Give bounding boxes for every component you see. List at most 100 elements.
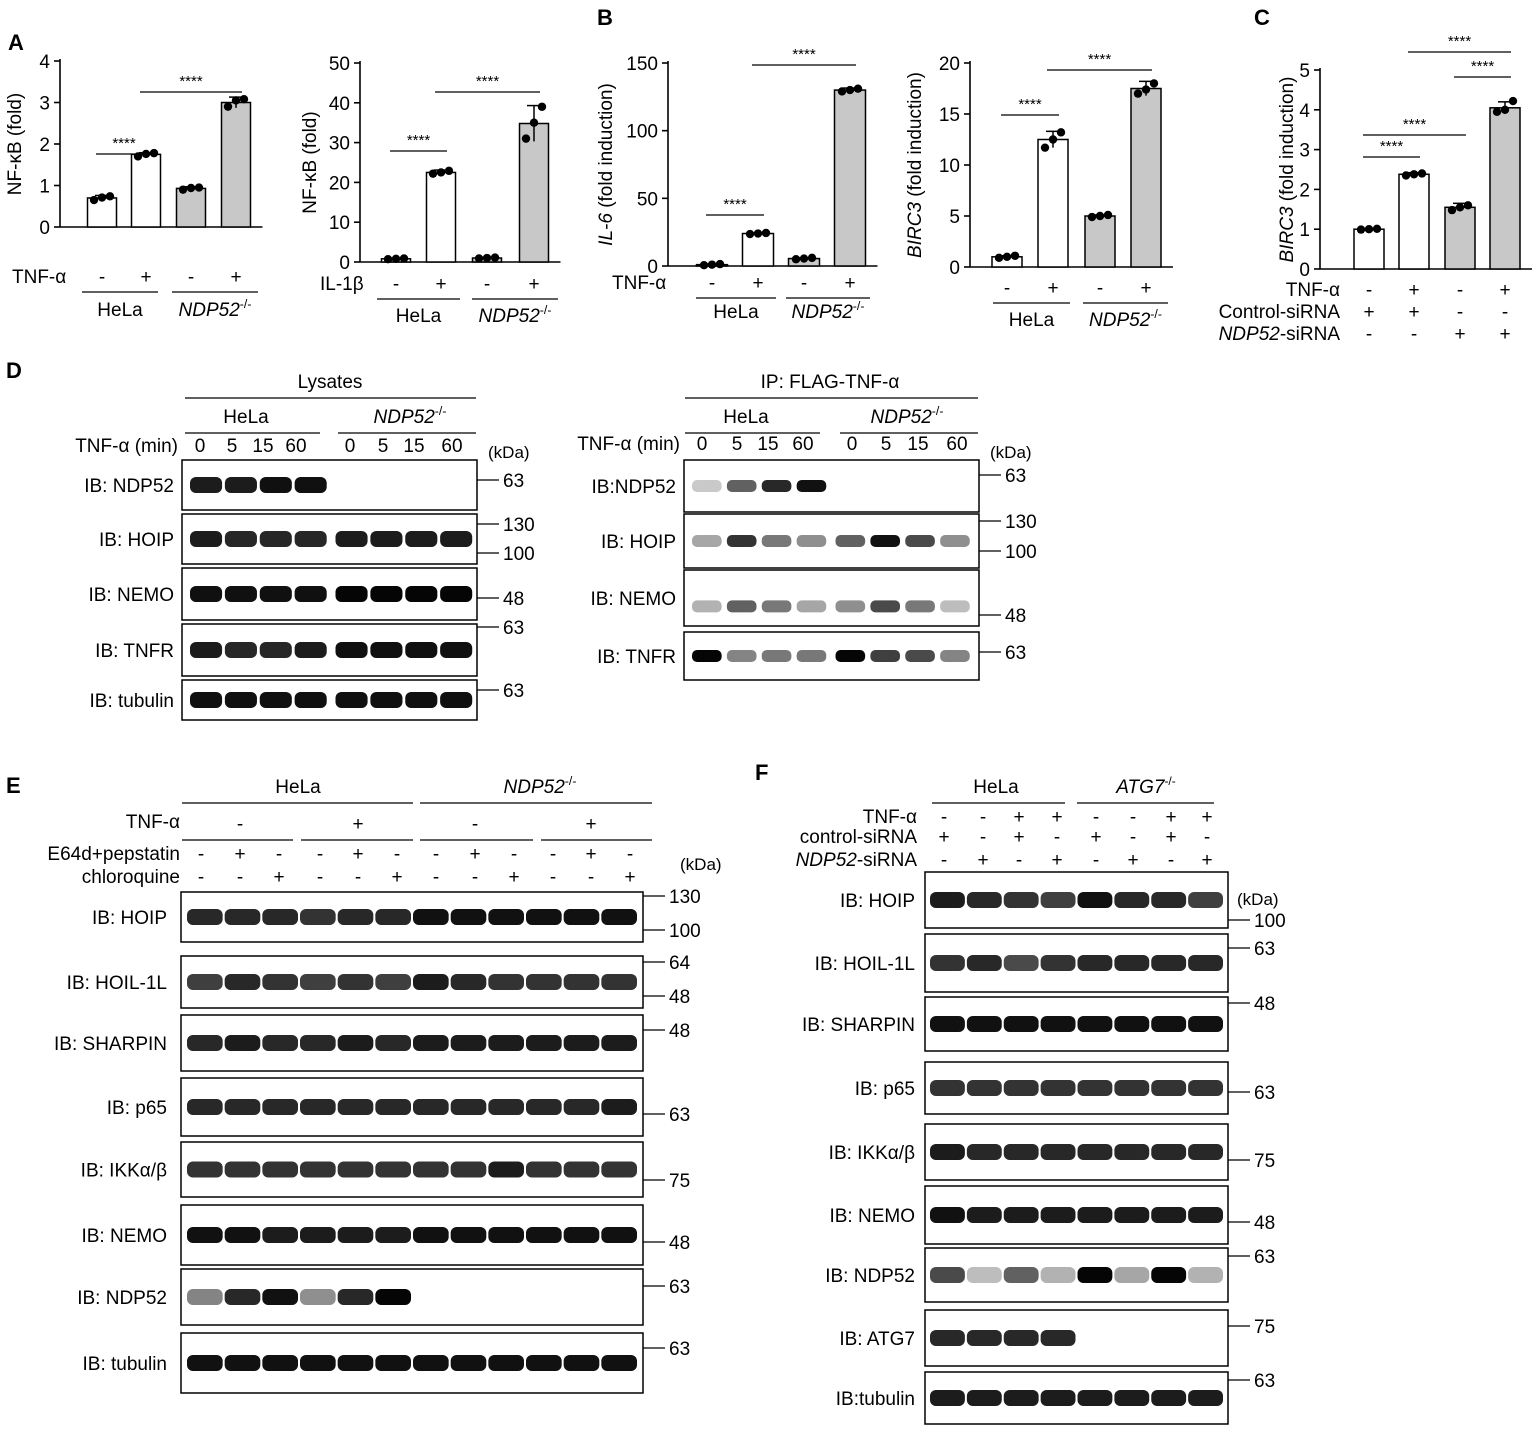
e-row-4-band-3 [300, 1161, 336, 1178]
chart0-point-1-2 [149, 148, 159, 158]
chart4-sig-label-0: **** [1380, 138, 1404, 155]
f-row-5-band-0 [930, 1207, 965, 1223]
e-row-4-band-11 [601, 1161, 637, 1178]
f-row-8-band-6 [1151, 1390, 1187, 1406]
f-row-0 [924, 871, 1229, 929]
e-row-5-band-2 [262, 1227, 298, 1243]
e-marker-0-label: 130 [669, 887, 701, 908]
chart1-treatment-sign-3: + [528, 274, 539, 295]
f-cond-sign-0-5: - [1130, 807, 1136, 828]
e-row-7-band-6 [413, 1355, 449, 1371]
f-cond-sign-1-1: - [980, 827, 986, 848]
f-row-0-band-5 [1114, 892, 1150, 908]
e-row-0-band-2 [262, 909, 298, 925]
f-row-6-band-6 [1151, 1267, 1187, 1283]
e-row-1-band-11 [601, 974, 637, 990]
chart1-point-3-2 [537, 102, 547, 111]
chart1-y-tick-label-3: 30 [329, 134, 350, 155]
e-row-1-band-7 [450, 974, 487, 990]
chart0-treatment-label: TNF-α [12, 267, 66, 288]
chart4-cond-sign-0-0: - [1366, 280, 1372, 301]
e-row-6-band-5 [375, 1289, 411, 1305]
chart0-treatment-sign-0: - [99, 267, 105, 288]
f-row-6-band-2 [1003, 1267, 1039, 1283]
e-row-5-band-8 [488, 1227, 524, 1243]
chart4-y-tick-label-4: 4 [1299, 101, 1310, 122]
f-marker-2-label: 48 [1254, 994, 1275, 1015]
chart2-treatment-sign-1: + [752, 273, 763, 294]
d-right-row-0 [683, 459, 980, 513]
e-cond-sign-2-5: + [391, 867, 402, 888]
chart3-group-ndp52: NDP52-/- [1089, 307, 1162, 331]
f-row-7-band-3 [1040, 1330, 1076, 1346]
e-row-2-band-8 [488, 1035, 524, 1051]
d-right-group-hela: HeLa [723, 407, 769, 428]
chart1-point-2-2 [490, 253, 500, 262]
panel-letter-b: B [597, 5, 613, 30]
f-row-1-band-5 [1114, 955, 1150, 971]
e-row-2-band-2 [262, 1035, 298, 1051]
chart4-point-3-2 [1508, 96, 1518, 106]
chart3-group-ndp52-gene: NDP52 [1089, 310, 1151, 331]
d-right-row-1-band-3 [796, 535, 827, 547]
chart1-point-3-0 [521, 134, 531, 143]
chart2-point-2-2 [807, 253, 817, 263]
e-row-7-band-5 [375, 1355, 411, 1371]
e-row-2 [180, 1014, 644, 1072]
d-left-group-hela: HeLa [223, 407, 269, 428]
f-cond-sign-0-4: - [1093, 807, 1099, 828]
f-row-5-band-4 [1077, 1207, 1113, 1223]
chart0-y-tick-label-1: 1 [39, 177, 50, 198]
chart1-point-2-1 [482, 253, 492, 263]
f-marker-3-label: 63 [1254, 1083, 1275, 1104]
d-left-row-3-band-3 [294, 642, 327, 658]
f-marker-7-label: 75 [1254, 1317, 1275, 1338]
e-row-6-band-4 [337, 1289, 374, 1305]
d-right-row-0-band-3 [796, 480, 827, 492]
chart2-point-3-2 [853, 84, 863, 93]
e-cond-sign-2-2: + [273, 867, 284, 888]
e-cond-label-2: chloroquine [82, 867, 180, 888]
d-left-title: Lysates [298, 372, 363, 393]
e-row-0-band-7 [450, 909, 487, 925]
f-row-1-band-4 [1077, 955, 1113, 971]
d-left-row-2-band-5 [370, 586, 403, 602]
d-left-marker-1a-label: 130 [503, 515, 535, 536]
d-left-time-3: 60 [285, 436, 306, 457]
e-cond-sign-1-5: - [394, 844, 400, 865]
d-left-time-2: 15 [252, 436, 273, 457]
chart4-point-1-2 [1417, 169, 1427, 178]
e-row-2-band-3 [300, 1035, 336, 1051]
f-row-8-band-0 [930, 1390, 965, 1406]
d-right-row-0-band-0 [692, 480, 722, 492]
f-row-2-band-4 [1077, 1016, 1113, 1032]
d-left-row-4-band-2 [259, 692, 292, 708]
d-left-row-label-0: IB: NDP52 [84, 476, 174, 497]
e-row-6-band-2 [262, 1289, 298, 1305]
d-left-marker-3-label: 63 [503, 618, 524, 639]
chart1-point-0-0 [383, 255, 393, 264]
e-row-1 [180, 955, 644, 1009]
d-left-row-1-band-1 [224, 531, 257, 547]
f-cond-sign-2-3: + [1051, 850, 1062, 871]
e-cond-sign-1-7: + [469, 844, 480, 865]
chart0-group-ndp52: NDP52-/- [179, 297, 252, 321]
chart0-bar-3 [220, 101, 252, 228]
chart0-point-3-0 [223, 102, 233, 111]
e-row-0-band-1 [224, 909, 261, 925]
f-row-3-band-1 [966, 1080, 1002, 1096]
e-row-6 [180, 1268, 644, 1326]
f-row-3-band-5 [1114, 1080, 1150, 1096]
e-row-4-band-9 [526, 1161, 562, 1178]
chart4-sig-label-3: **** [1471, 58, 1495, 75]
d-right-row-1-band-4 [835, 535, 866, 547]
chart4-bar-2 [1444, 206, 1476, 270]
e-row-1-band-5 [375, 974, 411, 990]
e-row-4-band-2 [262, 1161, 298, 1178]
e-row-3-band-0 [187, 1099, 223, 1115]
f-row-8 [924, 1371, 1229, 1425]
chart2-y-tick-label-0: 0 [647, 257, 658, 278]
chart3-point-3-0 [1133, 89, 1143, 98]
chart4-y-tick-label-2: 2 [1299, 180, 1310, 201]
d-left-row-3-band-7 [440, 642, 473, 658]
